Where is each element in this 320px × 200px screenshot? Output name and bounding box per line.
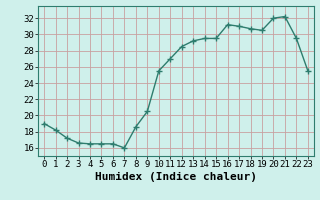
- X-axis label: Humidex (Indice chaleur): Humidex (Indice chaleur): [95, 172, 257, 182]
